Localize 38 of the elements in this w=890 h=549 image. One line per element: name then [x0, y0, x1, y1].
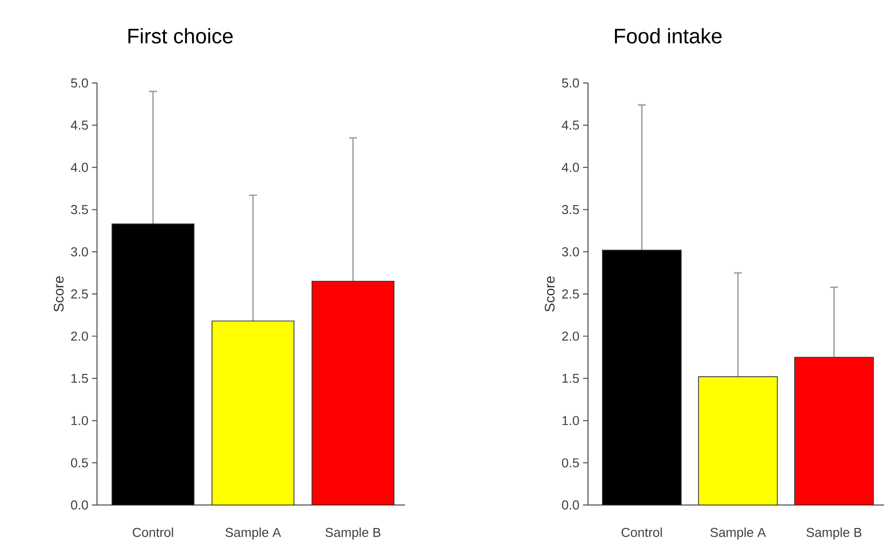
chart-title: First choice [128, 28, 233, 44]
bar [794, 356, 874, 506]
y-tick-label: 2.0 [71, 332, 88, 341]
y-tick-label: 4.5 [70, 120, 88, 130]
bar [602, 250, 682, 506]
y-tick-label: 3.5 [70, 205, 88, 214]
y-tick-label: 2.0 [562, 332, 579, 341]
y-tick-label: 0.5 [70, 458, 88, 468]
y-axis-title: Score [544, 276, 555, 312]
x-tick-label: Sample B [326, 528, 380, 540]
y-tick-label: 3.0 [70, 247, 88, 256]
chart-title: Food intake [614, 28, 722, 44]
y-tick-label: 2.5 [562, 289, 579, 299]
y-tick-label: 3.0 [562, 247, 579, 256]
y-tick-label: 4.0 [70, 162, 88, 172]
bar [212, 320, 294, 506]
x-tick-label: Sample A [710, 528, 766, 540]
bar [112, 224, 194, 506]
y-tick-label: 1.5 [562, 374, 579, 383]
y-tick-label: 0.0 [562, 500, 579, 510]
y-tick-label: 1.0 [71, 416, 88, 426]
x-tick-label: Control [622, 528, 662, 538]
x-tick-label: Control [132, 528, 174, 538]
bar [698, 376, 778, 506]
x-tick-label: Sample B [806, 528, 862, 540]
y-tick-label: 4.0 [562, 162, 579, 172]
y-tick-label: 0.5 [562, 458, 579, 468]
y-tick-label: 3.5 [562, 205, 579, 214]
y-tick-label: 5.0 [71, 78, 88, 88]
x-tick-label: Sample A [226, 528, 282, 540]
y-tick-label: 0.0 [70, 500, 88, 510]
y-tick-label: 5.0 [562, 78, 579, 88]
y-tick-label: 4.5 [562, 120, 579, 130]
bar [312, 280, 394, 506]
y-tick-label: 2.5 [71, 289, 88, 299]
y-tick-label: 1.5 [71, 374, 88, 383]
y-axis-title: Score [54, 276, 64, 312]
y-tick-label: 1.0 [562, 416, 579, 426]
